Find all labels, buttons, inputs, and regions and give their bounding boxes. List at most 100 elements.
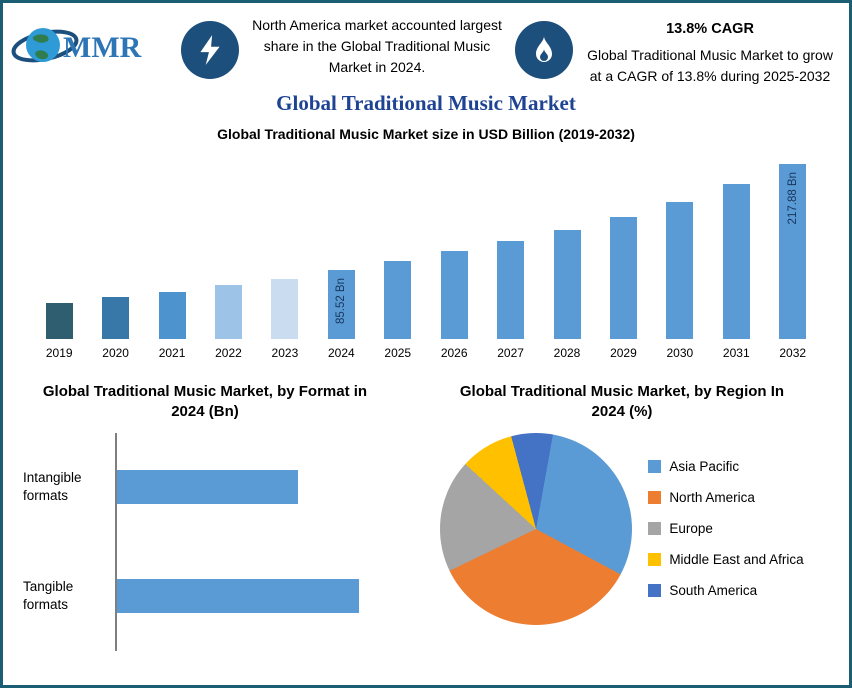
bar-area: [102, 154, 130, 339]
flame-icon: [515, 21, 573, 79]
bar-area: [553, 154, 581, 339]
bar-column-2021: 2021: [144, 154, 200, 360]
bar-column-2025: 2025: [370, 154, 426, 360]
headline-note: North America market accounted largest s…: [252, 17, 502, 75]
legend-item: North America: [648, 490, 803, 505]
market-size-chart-title: Global Traditional Music Market size in …: [217, 126, 635, 142]
cagr-note: Global Traditional Music Market to grow …: [587, 47, 833, 84]
bar-area: [609, 154, 637, 339]
x-axis-year-label: 2019: [45, 346, 73, 360]
bar-value-label: 217.88 Bn: [786, 172, 799, 225]
bar-area: [440, 154, 468, 339]
market-size-bar-chart: 2019 2020 2021 2022 2023 85.52 Bn 2024 2025 2026…: [25, 154, 827, 360]
x-axis-year-label: 2028: [553, 346, 581, 360]
format-bar-2: [117, 579, 359, 613]
cagr-block: 13.8% CAGR Global Traditional Music Mark…: [585, 15, 835, 87]
legend-swatch: [648, 522, 662, 535]
format-chart-title: Global Traditional Music Market, by Form…: [42, 383, 368, 421]
bar-2025: [384, 261, 412, 339]
legend-swatch: [648, 491, 662, 504]
bar-area: 85.52 Bn: [327, 154, 355, 339]
region-pie-chart: Asia Pacific North America Europe Middle Ea…: [401, 432, 843, 625]
page-title: Global Traditional Music Market: [276, 91, 576, 115]
bar-area: [497, 154, 525, 339]
format-chart-section: Global Traditional Music Market, by Form…: [9, 376, 401, 651]
bottom-charts: Global Traditional Music Market, by Form…: [3, 376, 849, 651]
region-legend: Asia Pacific North America Europe Middle Ea…: [648, 451, 804, 606]
header: MMR North America market accounted large…: [3, 3, 849, 87]
x-axis-year-label: 2023: [271, 346, 299, 360]
region-pie: [440, 432, 633, 625]
x-axis-year-label: 2030: [666, 346, 694, 360]
mmr-logo: MMR: [11, 17, 169, 78]
lightning-icon: [181, 21, 239, 79]
format-label: Tangible formats: [23, 579, 74, 612]
bar-2019: [45, 303, 73, 339]
legend-item: Europe: [648, 521, 803, 536]
legend-item: South America: [648, 583, 803, 598]
format-label: Intangible formats: [23, 470, 82, 503]
bar-2032: 217.88 Bn: [779, 164, 807, 339]
region-chart-section: Global Traditional Music Market, by Regi…: [401, 376, 843, 651]
legend-swatch: [648, 553, 662, 566]
x-axis-year-label: 2029: [610, 346, 637, 360]
mmr-logo-graphic: MMR: [11, 28, 142, 64]
bar-2026: [440, 251, 468, 339]
x-axis-year-label: 2020: [102, 346, 129, 360]
legend-swatch: [648, 584, 662, 597]
bar-column-2020: 2020: [87, 154, 143, 360]
bar-column-2030: 2030: [652, 154, 708, 360]
region-chart-title: Global Traditional Music Market, by Regi…: [459, 383, 785, 421]
bar-column-2029: 2029: [595, 154, 651, 360]
x-axis-year-label: 2027: [497, 346, 524, 360]
x-axis-year-label: 2026: [440, 346, 468, 360]
bar-2023: [271, 279, 299, 339]
bar-column-2032: 217.88 Bn 2032: [764, 154, 820, 360]
format-bar-chart: Intangible formats Tangible formats: [23, 432, 395, 651]
format-category-labels: Intangible formats Tangible formats: [23, 433, 115, 651]
x-axis-year-label: 2021: [158, 346, 186, 360]
bar-area: [384, 154, 412, 339]
x-axis-year-label: 2025: [384, 346, 412, 360]
bar-column-2026: 2026: [426, 154, 482, 360]
market-size-chart-section: Global Traditional Music Market size in …: [3, 126, 849, 360]
legend-label: Europe: [669, 521, 713, 536]
bar-2024: 85.52 Bn: [327, 270, 355, 339]
bar-column-2028: 2028: [539, 154, 595, 360]
legend-label: North America: [669, 490, 755, 505]
bar-2027: [497, 241, 525, 339]
mmr-logo-text: MMR: [63, 31, 142, 64]
legend-label: Asia Pacific: [669, 459, 740, 474]
format-bars: [115, 432, 395, 651]
legend-label: Middle East and Africa: [669, 552, 804, 567]
bar-2022: [214, 285, 242, 339]
bar-area: [45, 154, 73, 339]
bar-2030: [666, 202, 694, 339]
bar-column-2031: 2031: [708, 154, 764, 360]
bar-area: [666, 154, 694, 339]
cagr-value: 13.8% CAGR: [666, 21, 754, 37]
bar-area: [158, 154, 186, 339]
bar-2031: [722, 184, 750, 339]
bar-column-2023: 2023: [257, 154, 313, 360]
bar-column-2024: 85.52 Bn 2024: [313, 154, 369, 360]
bar-area: [271, 154, 299, 339]
legend-label: South America: [669, 583, 758, 598]
bar-area: 217.88 Bn: [779, 154, 807, 339]
bar-column-2027: 2027: [482, 154, 538, 360]
legend-swatch: [648, 460, 662, 473]
bar-2028: [553, 230, 581, 339]
x-axis-year-label: 2024: [327, 346, 355, 360]
legend-item: Middle East and Africa: [648, 552, 804, 567]
x-axis-year-label: 2031: [722, 346, 750, 360]
bar-value-label: 85.52 Bn: [335, 278, 348, 325]
bar-column-2022: 2022: [200, 154, 256, 360]
bar-2029: [609, 217, 637, 339]
legend-item: Asia Pacific: [648, 459, 803, 474]
bar-column-2019: 2019: [31, 154, 87, 360]
format-bar-1: [117, 470, 298, 504]
x-axis-year-label: 2022: [215, 346, 242, 360]
bar-area: [722, 154, 750, 339]
bar-2021: [158, 292, 186, 339]
